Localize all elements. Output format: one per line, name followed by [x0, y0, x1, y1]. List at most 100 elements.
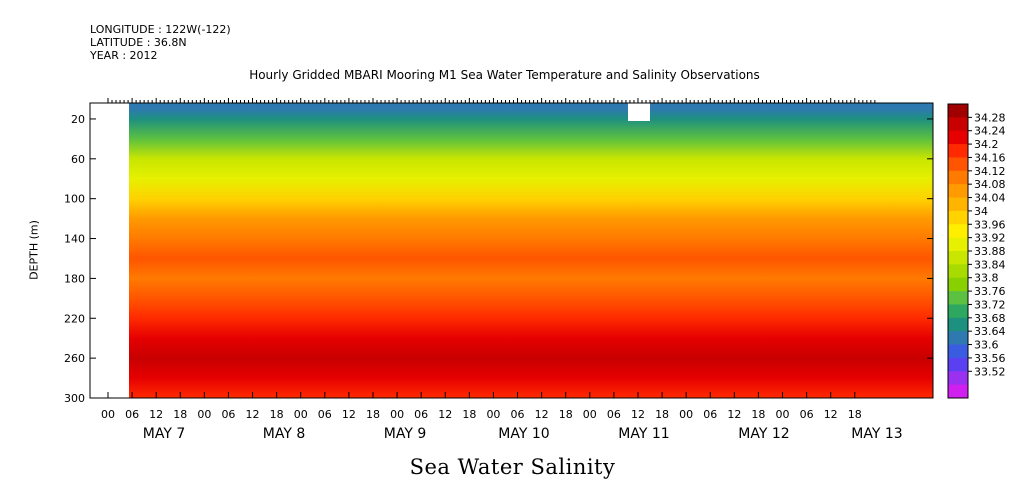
colorbar-swatch: [948, 371, 968, 386]
salinity-field: [129, 103, 933, 398]
colorbar-swatch: [948, 291, 968, 305]
colorbar-swatch: [948, 317, 968, 332]
plot-frame: [89, 102, 934, 399]
colorbar-label: 33.92: [974, 232, 1006, 245]
y-tick-label: 100: [64, 193, 85, 206]
colorbar-label: 34.24: [974, 125, 1006, 138]
colorbar-swatch: [948, 130, 968, 145]
x-hour-label: 06: [511, 408, 525, 421]
colorbar-swatch: [948, 210, 968, 225]
x-hour-label: 06: [318, 408, 332, 421]
x-hour-label: 12: [342, 408, 356, 421]
colorbar-label: 33.64: [974, 325, 1006, 338]
y-tick-label: 220: [64, 312, 85, 325]
x-hour-label: 06: [125, 408, 139, 421]
x-hour-label: 00: [583, 408, 597, 421]
colorbar-label: 34: [974, 205, 988, 218]
colorbar-label: 33.56: [974, 352, 1006, 365]
colorbar-swatch: [948, 237, 968, 252]
colorbar-swatch: [948, 331, 968, 346]
x-hour-label: 00: [390, 408, 404, 421]
x-hour-label: 12: [438, 408, 452, 421]
x-hour-label: 18: [751, 408, 765, 421]
y-tick-label: 180: [64, 272, 85, 285]
colorbar-swatch: [948, 224, 968, 239]
x-hour-label: 18: [462, 408, 476, 421]
colorbar-swatch: [948, 277, 968, 292]
x-hour-label: 06: [607, 408, 621, 421]
colorbar-label: 34.04: [974, 192, 1006, 205]
x-hour-label: 06: [703, 408, 717, 421]
x-hour-label: 12: [149, 408, 163, 421]
colorbar-swatch: [948, 304, 968, 319]
colorbar-label: 34.16: [974, 151, 1006, 164]
colorbar-label: 33.76: [974, 285, 1006, 298]
plot-area: [90, 103, 933, 398]
year-label: YEAR : 2012: [90, 49, 158, 62]
chart-title: Hourly Gridded MBARI Mooring M1 Sea Wate…: [249, 68, 760, 82]
x-day-label: MAY 11: [618, 426, 669, 442]
x-day-label: MAY 7: [143, 426, 185, 442]
x-hour-label: 12: [535, 408, 549, 421]
x-day-label: MAY 10: [498, 426, 549, 442]
colorbar-swatch: [948, 184, 968, 199]
x-axis-caption: Sea Water Salinity: [409, 455, 616, 479]
colorbar-label: 34.08: [974, 178, 1006, 191]
colorbar-swatch: [948, 344, 968, 359]
x-hour-label: 12: [824, 408, 838, 421]
colorbar-swatch: [948, 117, 968, 132]
colorbar-swatch: [948, 104, 968, 118]
x-hour-label: 00: [486, 408, 500, 421]
x-hour-label: 00: [679, 408, 693, 421]
colorbar-label: 34.12: [974, 165, 1006, 178]
x-hour-label: 18: [270, 408, 284, 421]
x-day-label: MAY 13: [851, 426, 902, 442]
colorbar-label: 33.52: [974, 365, 1006, 378]
x-day-label: MAY 12: [738, 426, 789, 442]
colorbar-label: 33.8: [974, 272, 999, 285]
x-hour-label: 12: [727, 408, 741, 421]
colorbar-swatch: [948, 264, 968, 279]
colorbar-swatch: [948, 384, 968, 399]
axes: 20 60 100 140 180 220 260 300 00 06 12 18 00 06 12 18 00…: [64, 98, 934, 442]
colorbar-label: 33.84: [974, 258, 1006, 271]
colorbar-label: 33.6: [974, 339, 999, 352]
colorbar-swatch: [948, 170, 968, 185]
missing-data-patch: [628, 103, 650, 121]
x-hour-label: 18: [173, 408, 187, 421]
colorbar-label: 33.96: [974, 218, 1006, 231]
x-hour-label: 06: [414, 408, 428, 421]
latitude-label: LATITUDE : 36.8N: [90, 36, 187, 49]
x-day-label: MAY 8: [263, 426, 305, 442]
colorbar-swatch: [948, 144, 968, 158]
x-hour-label: 06: [800, 408, 814, 421]
x-hour-label: 18: [848, 408, 862, 421]
x-hour-label: 00: [776, 408, 790, 421]
y-tick-label: 300: [64, 392, 85, 405]
x-hour-label: 18: [655, 408, 669, 421]
colorbar-swatch: [948, 157, 968, 172]
colorbar-swatch: [948, 251, 968, 265]
x-day-label: MAY 9: [384, 426, 426, 442]
x-hour-label: 18: [366, 408, 380, 421]
y-tick-label: 260: [64, 352, 85, 365]
y-tick-label: 140: [64, 233, 85, 246]
colorbar-swatch: [948, 357, 968, 372]
longitude-label: LONGITUDE : 122W(-122): [90, 23, 231, 36]
x-hour-label: 12: [246, 408, 260, 421]
colorbar-label: 34.28: [974, 111, 1006, 124]
colorbar-label: 34.2: [974, 138, 999, 151]
x-hour-label: 12: [631, 408, 645, 421]
y-tick-label: 60: [71, 153, 85, 166]
x-hour-label: 00: [101, 408, 115, 421]
colorbar-label: 33.68: [974, 312, 1006, 325]
y-tick-label: 20: [71, 113, 85, 126]
colorbar-label: 33.88: [974, 245, 1006, 258]
x-hour-label: 00: [294, 408, 308, 421]
x-hour-label: 06: [221, 408, 235, 421]
colorbar-label: 33.72: [974, 298, 1006, 311]
colorbar: 34.2834.2434.234.1634.1234.0834.043433.9…: [947, 103, 1006, 399]
x-hour-label: 00: [197, 408, 211, 421]
colorbar-swatch: [948, 197, 968, 212]
